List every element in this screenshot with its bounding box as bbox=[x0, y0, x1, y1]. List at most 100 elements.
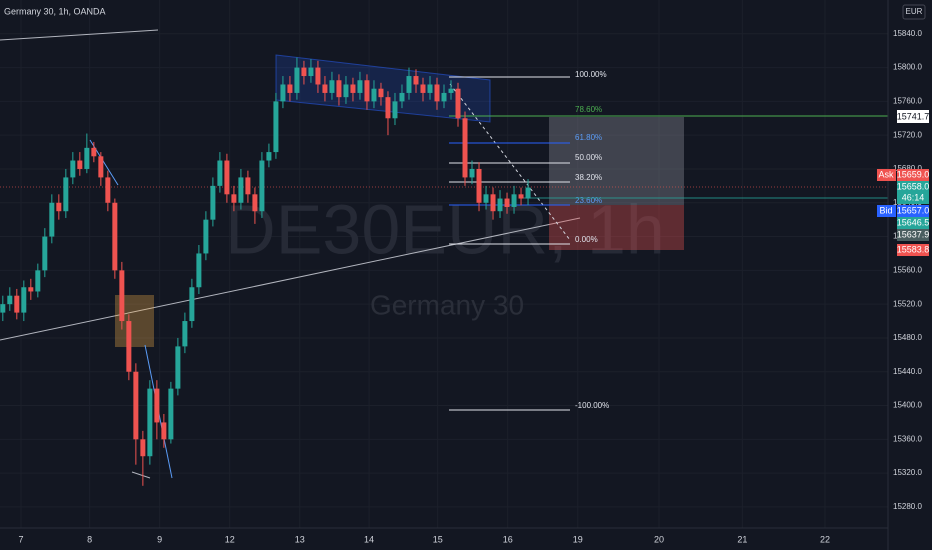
x-tick-label: 12 bbox=[225, 534, 235, 544]
badge-text: 15657.0 bbox=[897, 205, 930, 215]
badge-text: 46:14 bbox=[902, 192, 925, 202]
badge bbox=[897, 181, 929, 204]
candle-body bbox=[98, 156, 104, 178]
candle-body bbox=[63, 177, 69, 212]
candle-body bbox=[385, 97, 391, 119]
candle-body bbox=[259, 160, 265, 212]
badge-text: 15637.9 bbox=[897, 229, 930, 239]
fib-label: 100.00% bbox=[575, 70, 607, 79]
y-tick-label: 15760.0 bbox=[893, 96, 922, 105]
candle-body bbox=[112, 202, 118, 271]
candle-body bbox=[322, 84, 328, 93]
x-tick-label: 20 bbox=[654, 534, 664, 544]
position-loss bbox=[549, 205, 684, 250]
candle-body bbox=[455, 88, 461, 119]
x-tick-label: 7 bbox=[19, 534, 24, 544]
candle-body bbox=[350, 84, 356, 93]
x-tick-label: 15 bbox=[433, 534, 443, 544]
badge-text: Ask bbox=[878, 169, 894, 179]
fib-label: 38.20% bbox=[575, 173, 602, 182]
candle-body bbox=[392, 101, 398, 119]
badge bbox=[897, 110, 929, 123]
candle-body bbox=[77, 160, 83, 169]
fib-label: -100.00% bbox=[575, 401, 609, 410]
currency-box bbox=[902, 4, 926, 20]
candle-body bbox=[378, 88, 384, 98]
candle-body bbox=[413, 76, 419, 85]
fib-label: 0.00% bbox=[575, 235, 598, 244]
candle-body bbox=[518, 194, 524, 199]
candle-body bbox=[336, 80, 342, 98]
candle-body bbox=[210, 185, 216, 220]
badge-text: 15741.7 bbox=[897, 111, 930, 121]
x-tick-label: 14 bbox=[364, 534, 374, 544]
candle-body bbox=[196, 253, 202, 288]
fib-label: 78.60% bbox=[575, 105, 602, 114]
badge bbox=[897, 229, 929, 241]
trend-line bbox=[131, 471, 151, 479]
candle-body bbox=[14, 295, 20, 313]
candle-body bbox=[28, 287, 34, 292]
currency: EUR bbox=[906, 7, 923, 16]
fib-label: 23.60% bbox=[575, 196, 602, 205]
badge-text: 15583.8 bbox=[897, 244, 930, 254]
y-tick-label: 15560.0 bbox=[893, 265, 922, 274]
candle-body bbox=[217, 160, 223, 186]
candle-body bbox=[182, 321, 188, 347]
candle-body bbox=[56, 202, 62, 212]
badge bbox=[897, 205, 929, 217]
badge-text: Bid bbox=[879, 205, 892, 215]
y-tick-label: 15320.0 bbox=[893, 468, 922, 477]
candle-body bbox=[357, 80, 363, 93]
candle-body bbox=[469, 168, 475, 178]
candle-body bbox=[343, 84, 349, 98]
candle-body bbox=[287, 84, 293, 93]
projection-line bbox=[449, 83, 571, 241]
candle-body bbox=[483, 194, 489, 203]
candle-body bbox=[154, 388, 160, 423]
badge bbox=[897, 217, 929, 229]
y-tick-label: 15840.0 bbox=[893, 29, 922, 38]
trend-line bbox=[0, 217, 581, 341]
candle-body bbox=[126, 321, 132, 372]
y-tick-label: 15800.0 bbox=[893, 63, 922, 72]
candle-body bbox=[434, 84, 440, 102]
watermark-subtitle: Germany 30 bbox=[370, 289, 524, 320]
candle-body bbox=[147, 388, 153, 457]
candle-body bbox=[231, 194, 237, 203]
candle-body bbox=[462, 118, 468, 178]
candle-body bbox=[294, 67, 300, 93]
candle-body bbox=[238, 177, 244, 203]
badge bbox=[897, 244, 929, 256]
badge-text: 15646.5 bbox=[897, 217, 930, 227]
x-tick-label: 19 bbox=[573, 534, 583, 544]
y-tick-label: 15720.0 bbox=[893, 130, 922, 139]
y-tick-label: 15480.0 bbox=[893, 333, 922, 342]
candles bbox=[0, 57, 531, 486]
candle-body bbox=[371, 88, 377, 102]
candle-body bbox=[21, 287, 27, 313]
candle-body bbox=[175, 346, 181, 389]
candle-body bbox=[427, 84, 433, 93]
y-tick-label: 15440.0 bbox=[893, 367, 922, 376]
x-tick-label: 13 bbox=[295, 534, 305, 544]
candle-body bbox=[245, 177, 251, 195]
candle-body bbox=[133, 371, 139, 440]
candle-body bbox=[364, 80, 370, 102]
candle-body bbox=[70, 160, 76, 178]
candle-body bbox=[7, 295, 13, 305]
watermark: DE30EUR, 1h bbox=[225, 190, 665, 268]
candle-body bbox=[168, 388, 174, 440]
badge-text: 15659.0 bbox=[897, 169, 930, 179]
candle-body bbox=[441, 92, 447, 102]
trend-line bbox=[89, 139, 119, 186]
y-tick-label: 15280.0 bbox=[893, 502, 922, 511]
badge bbox=[877, 205, 896, 217]
candle-body bbox=[49, 202, 55, 237]
candle-body bbox=[35, 270, 41, 292]
trend-line bbox=[0, 29, 159, 41]
candle-body bbox=[525, 187, 531, 199]
candle-body bbox=[0, 304, 6, 313]
